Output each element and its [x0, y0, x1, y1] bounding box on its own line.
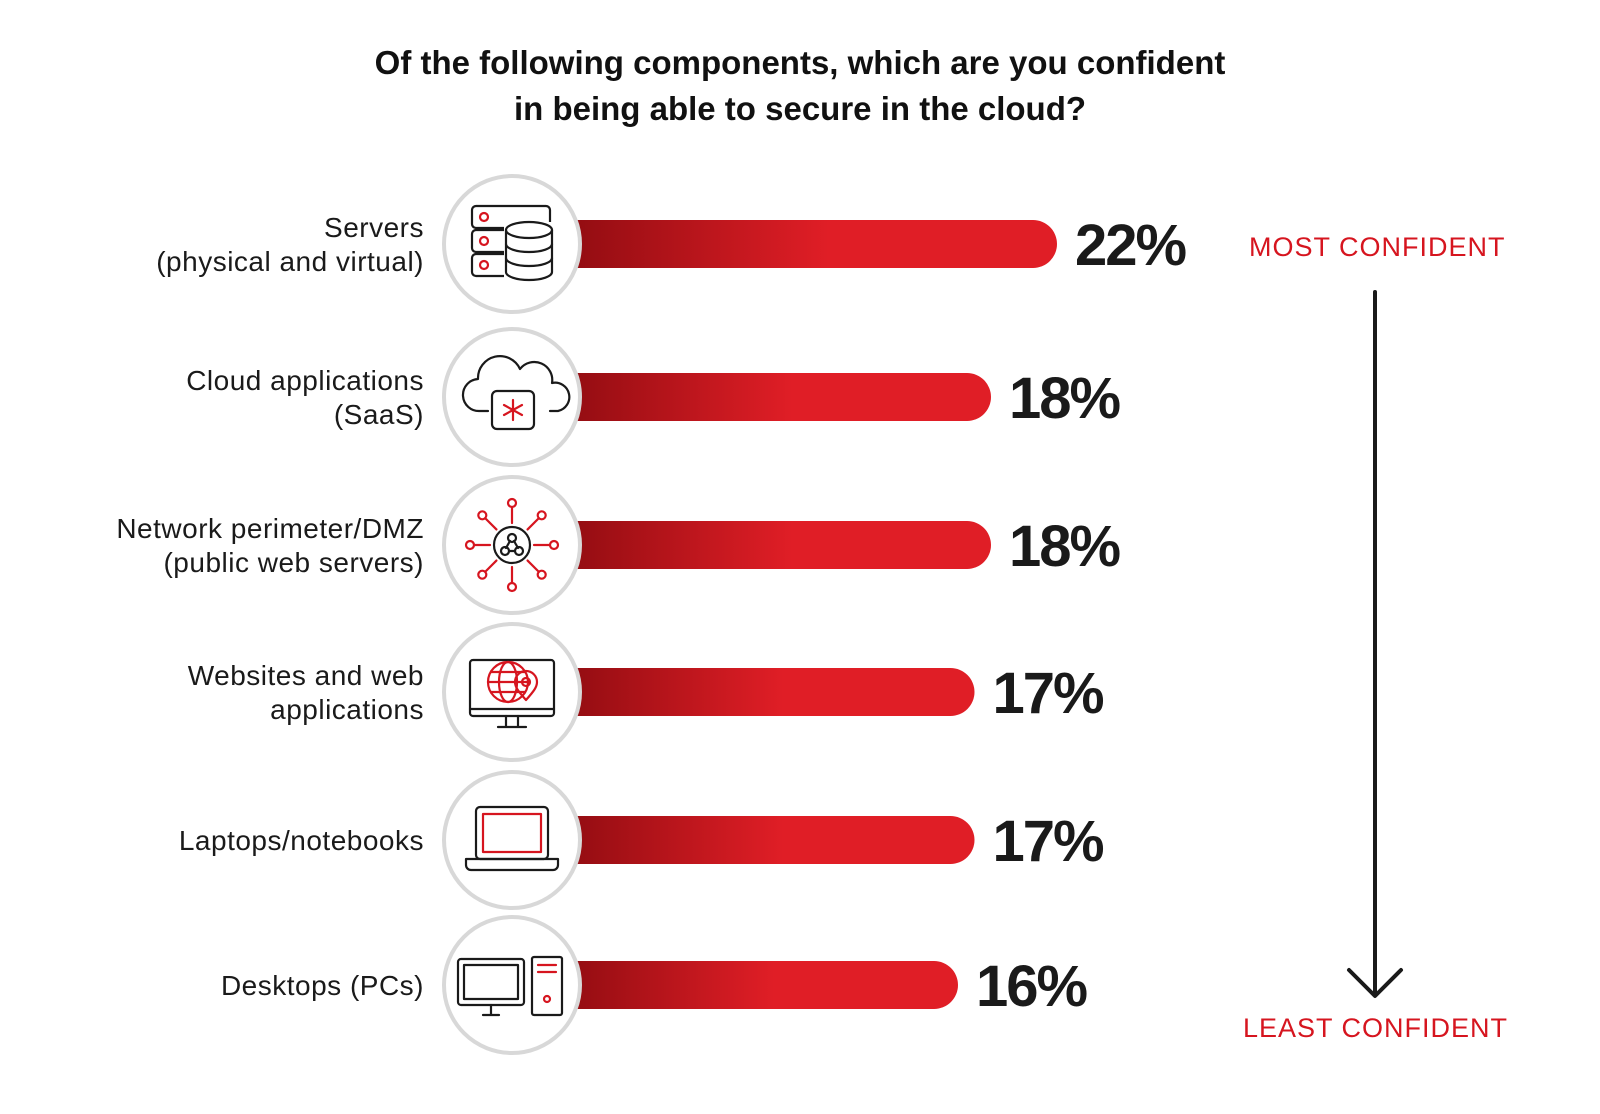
value-label-6: 16% [976, 954, 1088, 1019]
least-confident-label: LEAST CONFIDENT [1243, 1013, 1509, 1043]
category-label-1-line-2: (physical and virtual) [156, 246, 424, 277]
value-label-3: 18% [1009, 514, 1121, 579]
bar-4 [550, 668, 975, 716]
category-label-2-line-1: Cloud applications [186, 365, 424, 396]
value-label-1: 22% [1075, 213, 1187, 278]
category-label-3-line-2: (public web servers) [163, 547, 424, 578]
most-confident-label: MOST CONFIDENT [1249, 232, 1506, 262]
category-label-3-line-1: Network perimeter/DMZ [116, 513, 424, 544]
cloud-app-icon [442, 327, 582, 467]
category-label-5-line-1: Laptops/notebooks [179, 825, 424, 856]
value-label-4: 17% [993, 661, 1105, 726]
server-database-icon [442, 174, 582, 314]
chart-title-line-2: in being able to secure in the cloud? [513, 90, 1087, 127]
globe-monitor-icon [442, 622, 582, 762]
chart-title: Of the following components, which are y… [0, 40, 1600, 132]
confidence-arrow [1347, 290, 1403, 998]
category-label-2-line-2: (SaaS) [334, 399, 424, 430]
bar-5 [550, 816, 975, 864]
bar-2 [550, 373, 991, 421]
bar-1 [550, 220, 1057, 268]
category-label-4-line-2: applications [270, 694, 424, 725]
value-label-5: 17% [993, 809, 1105, 874]
bar-3 [550, 521, 991, 569]
laptop-icon [442, 770, 582, 910]
category-label-6-line-1: Desktops (PCs) [221, 970, 424, 1001]
value-label-2: 18% [1009, 366, 1121, 431]
desktop-pc-icon [442, 915, 582, 1055]
category-label-4-line-1: Websites and web [188, 660, 424, 691]
chart-title-line-1: Of the following components, which are y… [374, 44, 1226, 81]
category-label-1-line-1: Servers [324, 212, 424, 243]
network-hub-icon [442, 475, 582, 615]
bar-6 [550, 961, 958, 1009]
